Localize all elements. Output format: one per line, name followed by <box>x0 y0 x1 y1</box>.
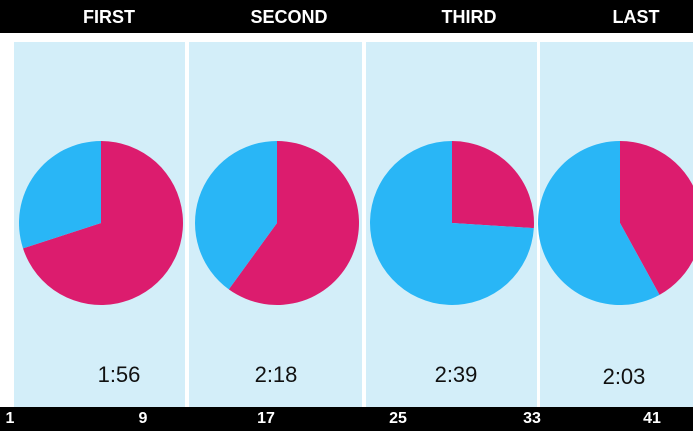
x-tick-label: 41 <box>643 410 661 427</box>
header-last: LAST <box>612 7 660 27</box>
time-first: 1:56 <box>97 362 141 387</box>
pie-slice <box>452 141 534 229</box>
x-tick-label: 1 <box>5 410 15 427</box>
time-last: 2:03 <box>602 364 646 389</box>
pie-second <box>195 141 359 305</box>
pie-slice <box>23 141 183 305</box>
x-tick-label: 33 <box>523 410 541 427</box>
header-second: SECOND <box>250 7 328 27</box>
pie-first <box>18 141 183 305</box>
pie-slice <box>18 141 102 249</box>
x-tick-label: 25 <box>389 410 407 427</box>
axis-bar <box>0 407 693 431</box>
header-third: THIRD <box>441 7 497 27</box>
pie-last <box>538 141 693 305</box>
x-tick-label: 17 <box>257 410 275 427</box>
pie-slice <box>228 141 359 305</box>
time-third: 2:39 <box>434 362 478 387</box>
pie-slice <box>620 141 693 295</box>
pie-slice <box>195 141 277 290</box>
header-bar <box>0 0 693 33</box>
x-tick-label: 9 <box>138 410 148 427</box>
header-first: FIRST <box>83 7 135 27</box>
time-second: 2:18 <box>254 362 298 387</box>
pie-slice <box>538 141 660 305</box>
pie-slice <box>370 141 534 305</box>
pie-third <box>370 141 534 305</box>
